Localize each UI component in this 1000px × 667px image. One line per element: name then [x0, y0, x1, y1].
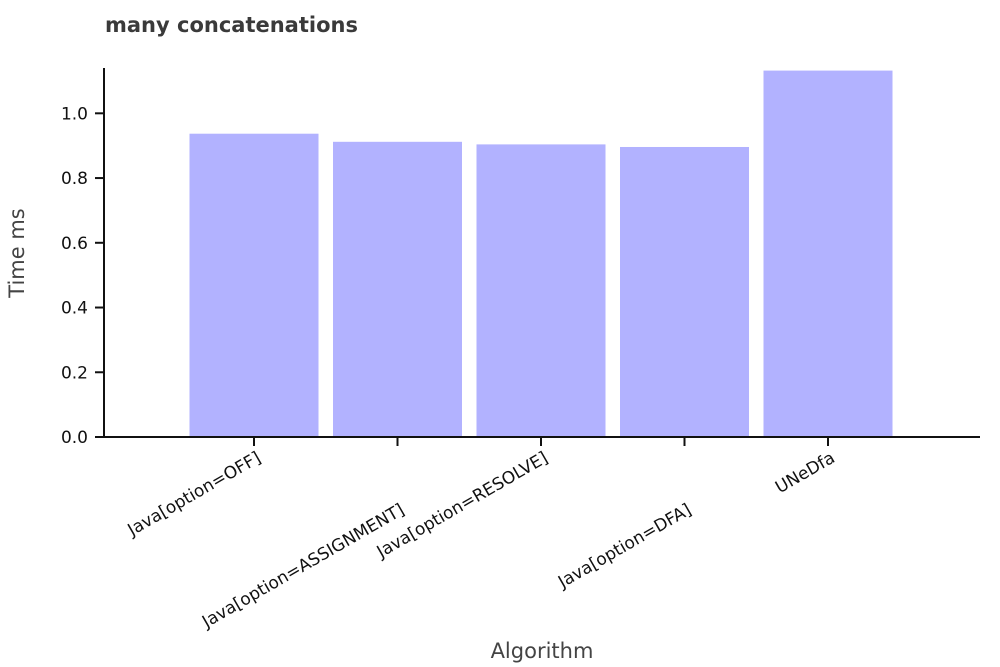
y-tick-label: 0.2 [61, 363, 88, 383]
chart-title: many concatenations [105, 13, 358, 37]
x-tick-label: UNeDfa [772, 448, 838, 498]
y-tick-label: 0.0 [61, 428, 88, 448]
bar [763, 70, 893, 437]
y-tick-label: 0.4 [61, 299, 88, 319]
y-axis-label: Time ms [5, 208, 29, 298]
bars-group [189, 70, 893, 438]
bar [620, 146, 749, 437]
x-tick-label: Java[option=ASSIGNMENT] [198, 500, 408, 633]
x-tick-label: Java[option=DFA] [554, 500, 695, 593]
y-axis-ticks: 0.0 0.2 0.4 0.6 0.8 1.0 [61, 104, 104, 448]
y-tick-label: 0.8 [61, 169, 88, 189]
x-axis-ticks: Java[option=OFF]Java[option=ASSIGNMENT] J… [124, 437, 839, 633]
bar [189, 133, 319, 438]
y-tick-label: 0.6 [61, 234, 88, 254]
bar [476, 144, 606, 438]
x-axis-label: Algorithm [491, 639, 594, 663]
x-tick-label: Java[option=OFF] [124, 448, 265, 541]
bar [333, 141, 462, 438]
y-tick-label: 1.0 [61, 104, 88, 124]
